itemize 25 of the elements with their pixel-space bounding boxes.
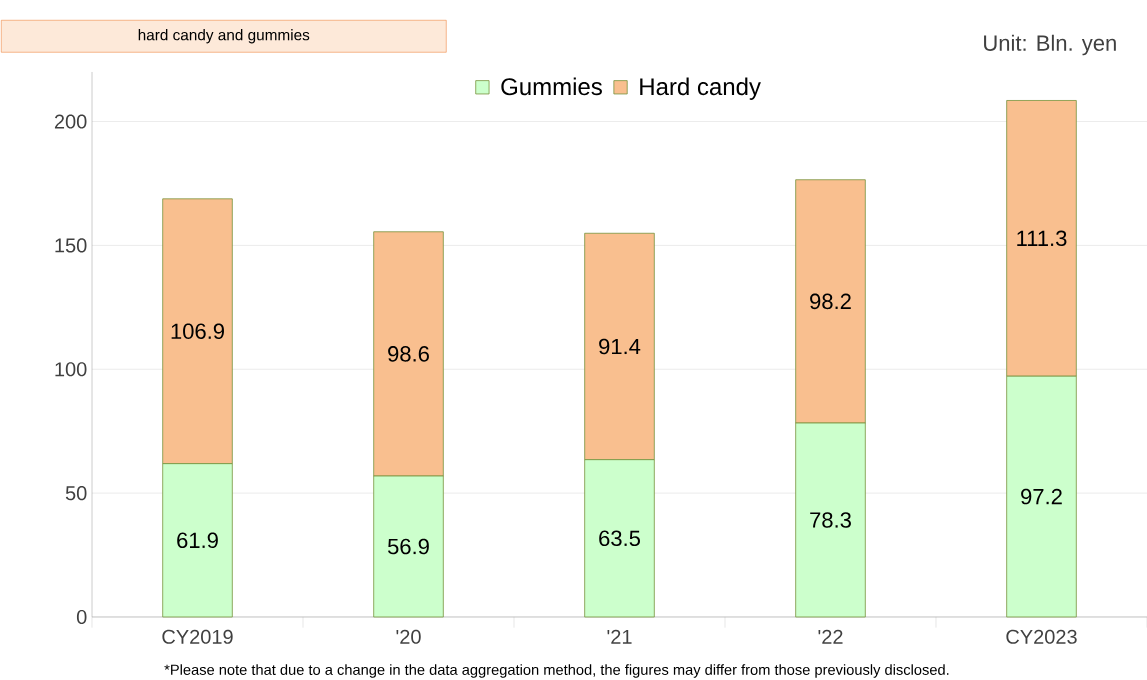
x-tick-label: '20 [396,629,421,644]
y-tick-label: 100 [55,362,87,377]
data-label: 111.3 [1017,230,1067,247]
x-tick-label: '22 [818,629,843,644]
legend-label: Hard candy [640,77,761,100]
data-label: 106.9 [171,323,224,340]
text: *Please note that due to a change in the data aggregation method, the figures may differ from those previously disclosed. [164,664,949,678]
y-tick-label: 50 [65,486,87,501]
text: hard candy and gummies [138,29,310,44]
y-tick-label: 200 [54,114,87,129]
y-tick-label: 0 [76,609,87,625]
data-label: 98.2 [810,293,851,310]
data-label: 91.4 [599,338,641,355]
legend-label: Gummies [501,77,602,96]
x-tick-label: CY2019 [162,629,233,644]
x-tick-label: '21 [607,629,632,644]
data-label: 63.5 [599,530,640,547]
text: Unit: Bln. yen [984,34,1116,56]
data-label: 78.3 [810,512,851,528]
y-tick-label: 150 [55,238,87,253]
data-label: 97.2 [1021,488,1062,505]
x-tick-label: CY2023 [1006,629,1077,644]
data-label: 61.9 [177,532,218,549]
data-label: 98.6 [388,346,429,362]
data-label: 56.9 [387,538,429,555]
